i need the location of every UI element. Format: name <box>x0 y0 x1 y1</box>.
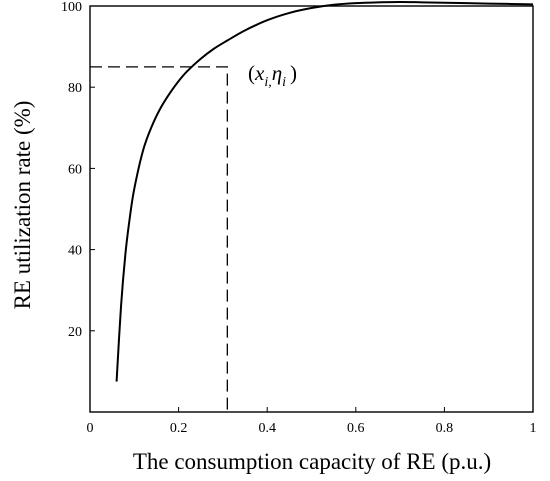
x-tick-label: 0.2 <box>170 421 188 436</box>
axis-ticks: 0 0.2 0.4 0.6 0.8 1 20 40 60 80 100 <box>61 0 537 436</box>
x-tick-label: 0.6 <box>347 421 365 436</box>
y-tick-label: 100 <box>61 0 82 15</box>
plot-frame <box>89 5 534 413</box>
annotation-dashed-guide <box>90 66 228 412</box>
x-tick-label: 1 <box>530 421 537 436</box>
x-tick-label: 0.4 <box>258 421 276 436</box>
y-tick-label: 20 <box>68 325 82 340</box>
point-annotation-label: (xi,ηi) <box>248 61 297 90</box>
utilization-curve <box>115 0 534 382</box>
y-tick-label: 60 <box>68 162 82 177</box>
x-axis-label: The consumption capacity of RE (p.u.) <box>133 449 491 474</box>
x-tick-label: 0.8 <box>436 421 454 436</box>
plot-area <box>89 0 534 413</box>
y-axis-label: RE utilization rate (%) <box>10 101 35 310</box>
y-tick-label: 80 <box>68 81 82 96</box>
x-tick-label: 0 <box>87 421 94 436</box>
y-tick-label: 40 <box>68 244 82 259</box>
